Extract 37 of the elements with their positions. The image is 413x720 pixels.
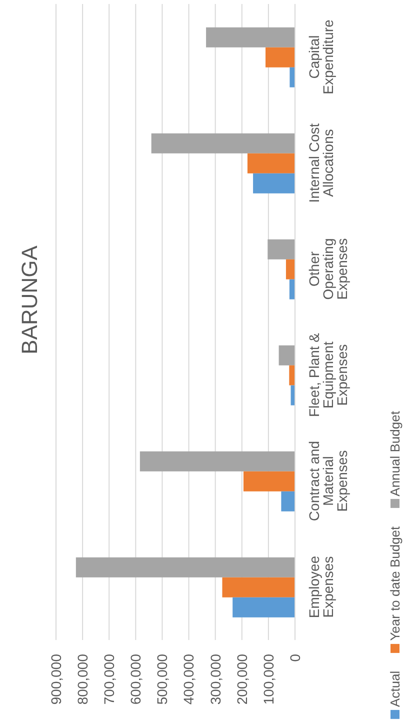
bar <box>206 27 295 48</box>
y-tick-label: Other Operating Expenses <box>306 238 350 300</box>
bar <box>76 557 295 578</box>
y-tick-label: Employee Expenses <box>306 556 336 618</box>
bar <box>286 259 295 280</box>
text: BARUNGA <box>17 246 43 354</box>
bar <box>253 173 295 194</box>
x-tick-label: 700,000 <box>101 654 118 705</box>
bar <box>232 597 295 618</box>
y-tick-label: Internal Cost Allocations <box>306 123 336 203</box>
bar <box>151 133 295 154</box>
x-tick-label: 800,000 <box>74 654 91 705</box>
text: Annual Budget <box>388 411 402 496</box>
x-tick-label: 200,000 <box>234 654 250 705</box>
y-tick-label: Capital Expenditure <box>306 19 336 94</box>
y-tick-label: Fleet, Plant & Equipment Expenses <box>306 332 350 418</box>
text: Year to date Budget <box>388 526 402 641</box>
bar <box>247 153 295 174</box>
bar <box>140 451 295 472</box>
bar <box>289 365 295 386</box>
x-tick-label: 300,000 <box>207 654 224 705</box>
y-tick-label: Contract and Material Expenses <box>306 440 350 522</box>
x-tick-label: 500,000 <box>154 654 170 705</box>
text: Actual <box>388 670 402 707</box>
bar <box>243 471 295 492</box>
bar <box>222 577 295 598</box>
bar <box>268 239 295 260</box>
bar <box>289 279 295 300</box>
bar <box>281 491 295 512</box>
x-tick-label: 100,000 <box>260 654 276 705</box>
bar <box>266 47 295 68</box>
x-tick-label: 0 <box>286 654 303 662</box>
x-tick-label: 600,000 <box>128 654 144 705</box>
bar <box>290 67 295 88</box>
x-tick-label: 900,000 <box>48 654 64 705</box>
bar <box>278 345 295 366</box>
x-tick-label: 400,000 <box>180 654 197 705</box>
